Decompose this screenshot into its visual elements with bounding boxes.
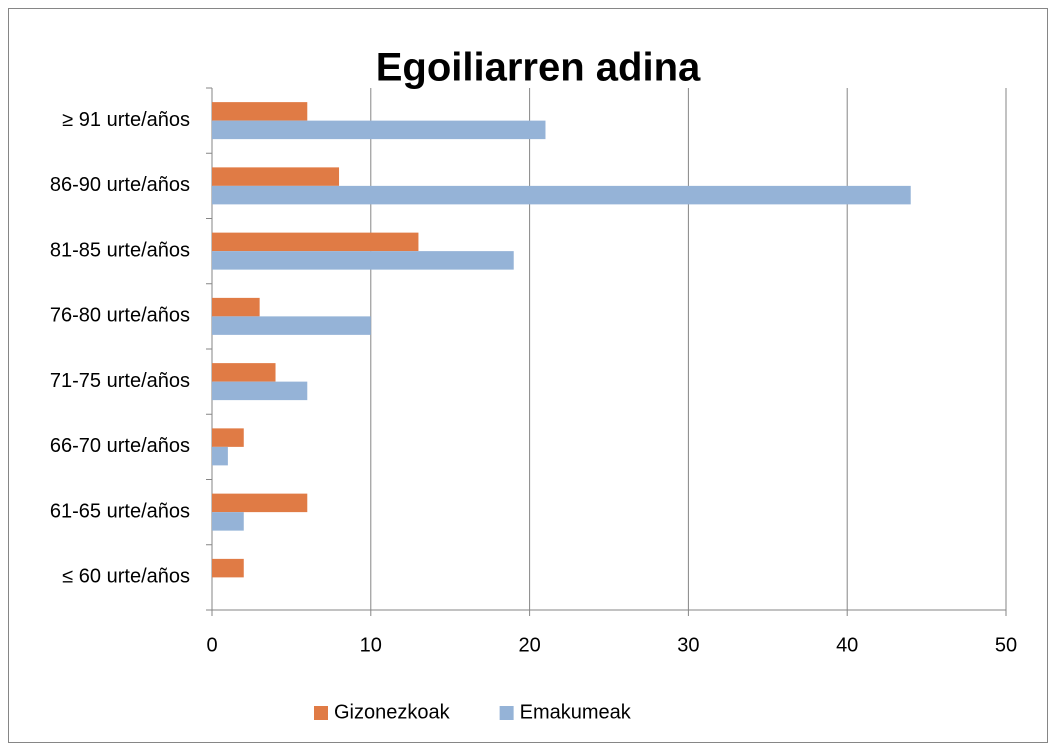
bar (212, 232, 419, 252)
y-tick-label: ≤ 60 urte/años (62, 566, 190, 588)
bar (212, 102, 308, 121)
bar (212, 428, 244, 447)
bar (212, 297, 260, 317)
bar (212, 251, 514, 270)
legend-label: Gizonezkoak (334, 701, 451, 723)
x-tick-label: 30 (677, 634, 699, 656)
legend-swatch (314, 706, 328, 720)
legend-swatch (499, 706, 514, 720)
legend-label: Emakumeak (520, 701, 632, 723)
bar (212, 446, 228, 466)
x-tick-label: 10 (360, 634, 382, 656)
y-tick-label: 61-65 urte/años (50, 500, 190, 522)
x-tick-label: 20 (518, 634, 540, 656)
y-tick-label: 66-70 urte/años (50, 435, 190, 457)
bar (212, 120, 546, 140)
x-tick-label: 0 (206, 634, 217, 656)
y-tick-label: ≥ 91 urte/años (62, 109, 190, 131)
x-tick-label: 40 (836, 634, 858, 656)
y-tick-label: 76-80 urte/años (50, 305, 190, 327)
y-tick-label: 71-75 urte/años (50, 370, 190, 392)
bar (212, 316, 371, 335)
bar (212, 167, 340, 186)
bar (212, 363, 276, 382)
x-tick-label: 50 (995, 634, 1017, 656)
bar (212, 185, 911, 205)
bar (212, 381, 308, 401)
y-tick-label: 81-85 urte/años (50, 239, 190, 261)
chart-title: Egoiliarren adina (376, 46, 701, 90)
y-tick-label: 86-90 urte/años (50, 174, 190, 196)
bar (212, 558, 244, 578)
bar (212, 493, 308, 513)
bar (212, 512, 244, 531)
